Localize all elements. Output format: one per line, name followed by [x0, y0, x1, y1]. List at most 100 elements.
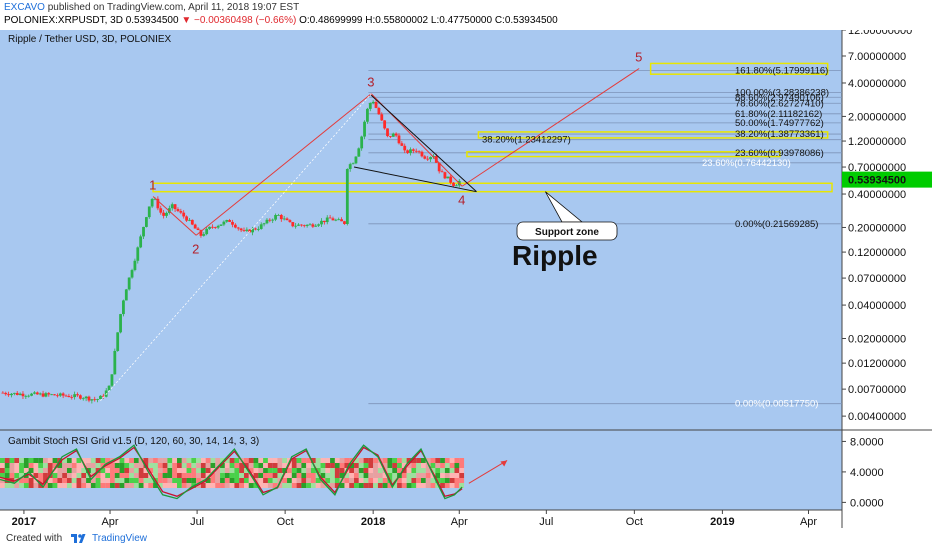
candle-body[interactable] [248, 229, 252, 233]
price-chart[interactable]: 1 2 3 4 5 161.80%(5.17999116) 100.00%(3.28386… [0, 30, 932, 528]
candle-body[interactable] [305, 224, 309, 226]
candle-body[interactable] [400, 143, 404, 146]
author-link[interactable]: EXCAVO [4, 2, 45, 13]
candle-body[interactable] [343, 221, 346, 224]
candle-body[interactable] [409, 149, 412, 153]
candle-body[interactable] [449, 176, 453, 183]
candle-body[interactable] [165, 212, 168, 216]
candle-body[interactable] [354, 156, 358, 164]
candle-body[interactable] [360, 136, 364, 149]
candle-body[interactable] [136, 247, 140, 261]
candle-body[interactable] [348, 164, 352, 170]
candle-body[interactable] [162, 212, 166, 216]
candle-body[interactable] [455, 185, 458, 187]
zones[interactable] [152, 62, 833, 193]
candle-body[interactable] [21, 393, 25, 397]
candle-body[interactable] [104, 390, 108, 397]
candle-body[interactable] [423, 156, 427, 159]
candle-body[interactable] [251, 228, 254, 233]
zone-fib-38[interactable] [477, 131, 829, 139]
candle-body[interactable] [38, 393, 42, 395]
candle-body[interactable] [297, 224, 300, 226]
candle-body[interactable] [99, 395, 102, 400]
candle-body[interactable] [383, 120, 387, 129]
zone-fib-23[interactable] [466, 151, 781, 158]
candle-body[interactable] [403, 145, 407, 151]
candle-body[interactable] [193, 224, 197, 229]
candle-body[interactable] [242, 230, 246, 232]
candle-body[interactable] [7, 394, 11, 396]
candle-body[interactable] [406, 150, 410, 153]
candle-body[interactable] [222, 221, 226, 225]
candle-body[interactable] [139, 236, 143, 248]
candle-body[interactable] [337, 219, 341, 221]
candle-body[interactable] [397, 135, 401, 144]
wave-line[interactable] [152, 196, 197, 236]
candle-body[interactable] [340, 219, 343, 222]
candles[interactable] [1, 99, 461, 404]
support-zone-callout[interactable]: Support zone [516, 191, 618, 241]
candle-body[interactable] [231, 221, 234, 225]
candle-body[interactable] [216, 225, 220, 228]
candle-body[interactable] [256, 228, 260, 230]
candle-body[interactable] [78, 395, 82, 399]
candle-body[interactable] [291, 222, 295, 227]
candle-body[interactable] [133, 260, 137, 271]
candle-body[interactable] [411, 149, 415, 151]
candle-body[interactable] [426, 158, 430, 160]
candle-body[interactable] [452, 182, 455, 186]
candle-body[interactable] [150, 199, 154, 207]
candle-body[interactable] [76, 394, 79, 396]
candle-body[interactable] [311, 224, 315, 227]
candle-body[interactable] [331, 218, 335, 221]
zone-target-161[interactable] [649, 62, 829, 75]
candle-body[interactable] [357, 148, 361, 157]
candle-body[interactable] [282, 218, 286, 220]
candle-body[interactable] [185, 216, 188, 221]
candle-body[interactable] [30, 393, 33, 396]
candle-body[interactable] [299, 224, 303, 226]
candle-body[interactable] [429, 157, 432, 160]
candle-body[interactable] [53, 394, 56, 396]
candle-body[interactable] [388, 136, 392, 137]
candle-body[interactable] [351, 163, 355, 165]
candle-body[interactable] [84, 396, 88, 399]
candle-body[interactable] [119, 314, 122, 333]
candle-body[interactable] [325, 217, 329, 223]
candle-body[interactable] [277, 215, 280, 216]
candle-body[interactable] [113, 350, 117, 375]
candle-body[interactable] [265, 219, 269, 224]
candle-body[interactable] [124, 289, 128, 301]
candle-body[interactable] [334, 219, 338, 221]
candle-body[interactable] [50, 394, 54, 396]
candle-body[interactable] [274, 215, 277, 220]
candle-body[interactable] [12, 392, 16, 394]
triangle-upper-line[interactable] [370, 94, 477, 193]
candle-body[interactable] [142, 226, 145, 237]
candle-body[interactable] [320, 220, 323, 225]
candle-body[interactable] [35, 392, 39, 395]
candle-body[interactable] [202, 234, 206, 236]
triangle-lower-line[interactable] [353, 166, 477, 193]
candle-body[interactable] [443, 172, 447, 179]
candle-body[interactable] [107, 385, 111, 391]
candle-body[interactable] [368, 103, 372, 109]
candle-body[interactable] [130, 270, 134, 278]
candle-body[interactable] [90, 399, 94, 401]
candle-body[interactable] [127, 277, 131, 290]
candle-body[interactable] [317, 224, 321, 226]
candle-body[interactable] [225, 220, 229, 222]
candle-body[interactable] [176, 209, 180, 212]
candle-body[interactable] [41, 393, 45, 397]
candle-body[interactable] [213, 227, 217, 228]
candle-body[interactable] [254, 228, 257, 230]
candle-body[interactable] [147, 206, 151, 218]
candle-body[interactable] [414, 150, 418, 152]
candle-body[interactable] [262, 223, 266, 225]
candle-body[interactable] [417, 151, 421, 153]
tradingview-logo-icon[interactable] [70, 531, 86, 545]
candle-body[interactable] [374, 101, 378, 108]
candle-body[interactable] [81, 398, 85, 400]
candle-body[interactable] [144, 217, 148, 227]
wave-line[interactable] [461, 68, 640, 187]
